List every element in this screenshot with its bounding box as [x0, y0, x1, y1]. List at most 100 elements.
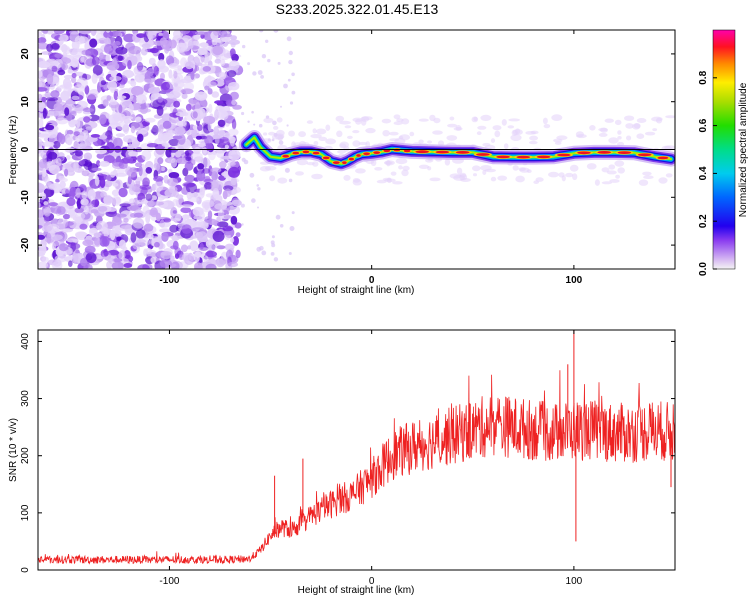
noise-blob: [142, 177, 150, 187]
noise-blob: [167, 130, 176, 136]
noise-blob: [42, 256, 49, 263]
noise-blob: [118, 187, 128, 198]
ridge-haze: [268, 131, 276, 136]
noise-blob: [64, 107, 70, 116]
noise-blob: [58, 34, 69, 42]
ridge-haze: [347, 135, 353, 139]
noise-blob: [103, 250, 109, 257]
noise-speckle: [251, 110, 254, 114]
y-tick-label: 0: [20, 567, 31, 573]
ridge-haze: [298, 131, 306, 138]
noise-blob: [227, 205, 240, 215]
noise-blob: [144, 75, 156, 84]
noise-blob: [123, 135, 136, 143]
noise-blob: [193, 215, 198, 220]
ridge-core: [302, 150, 310, 154]
noise-blob: [215, 258, 225, 268]
noise-blob: [90, 30, 97, 36]
noise-speckle: [291, 72, 295, 77]
ridge-haze: [473, 116, 478, 121]
ridge-haze: [510, 134, 522, 142]
ridge-haze: [476, 131, 482, 136]
noise-blob: [214, 203, 228, 210]
ridge-haze: [393, 114, 401, 120]
snr-x-label: Height of straight line (km): [298, 585, 415, 596]
noise-blob: [167, 93, 174, 99]
ridge-core: [342, 161, 347, 165]
noise-speckle: [280, 105, 282, 108]
noise-blob: [157, 157, 164, 165]
noise-blob: [74, 35, 85, 45]
noise-blob: [202, 46, 210, 51]
noise-blob: [68, 260, 73, 268]
ridge-haze: [636, 118, 647, 123]
noise-blob: [61, 228, 73, 233]
noise-blob: [172, 240, 179, 250]
ridge-haze: [386, 160, 391, 167]
noise-blob: [116, 236, 122, 242]
noise-blob: [194, 91, 208, 101]
noise-blob: [123, 263, 133, 268]
noise-blob: [228, 81, 240, 91]
ridge-haze: [409, 131, 415, 137]
noise-blob: [113, 90, 119, 101]
noise-blob: [78, 30, 92, 35]
ridge-haze: [565, 172, 574, 178]
noise-blob: [226, 70, 237, 78]
noise-speckle: [291, 90, 296, 95]
noise-blob: [48, 60, 61, 71]
ridge-haze: [614, 160, 625, 167]
noise-blob: [170, 39, 177, 49]
noise-blob: [190, 152, 203, 161]
noise-speckle: [286, 36, 292, 42]
noise-blob: [52, 76, 60, 87]
ridge-haze: [418, 118, 429, 122]
noise-blob: [222, 225, 234, 232]
ridge-haze: [601, 167, 610, 173]
ridge-haze: [352, 179, 362, 186]
noise-blob: [193, 252, 200, 263]
noise-blob: [68, 190, 76, 200]
colorbar-tick-label: 0.2: [698, 214, 709, 228]
noise-blob: [68, 119, 78, 125]
noise-blob: [223, 215, 232, 219]
ridge-haze: [277, 177, 288, 184]
noise-blob: [150, 195, 158, 201]
noise-blob: [180, 244, 188, 253]
ridge-haze: [449, 173, 462, 179]
ridge-core: [597, 151, 611, 154]
ridge-haze: [401, 169, 409, 177]
ridge-haze: [572, 173, 578, 181]
ridge-haze: [617, 136, 622, 140]
noise-blob: [159, 219, 166, 228]
noise-blob: [157, 96, 163, 103]
noise-blob: [133, 212, 144, 218]
ridge-core: [348, 157, 355, 161]
noise-speckle: [267, 58, 271, 63]
noise-blob: [185, 61, 194, 70]
ridge-core: [282, 154, 290, 158]
noise-blob: [100, 80, 107, 86]
colorbar-tick-label: 0.0: [698, 262, 709, 276]
ridge-core: [657, 156, 669, 160]
noise-blob: [82, 239, 94, 247]
noise-blob: [136, 61, 144, 71]
noise-blob: [168, 172, 180, 179]
noise-blob: [127, 80, 137, 85]
noise-blob: [135, 229, 146, 239]
noise-blob: [76, 198, 82, 210]
ridge-haze: [609, 179, 620, 183]
noise-blob: [99, 52, 104, 59]
noise-blob: [196, 170, 206, 182]
noise-blob: [196, 231, 208, 243]
ridge-haze: [295, 171, 304, 176]
noise-blob: [171, 218, 181, 222]
noise-speckle: [289, 226, 295, 231]
noise-blob: [212, 230, 225, 242]
noise-blob: [116, 121, 129, 131]
ridge-haze: [427, 166, 432, 171]
noise-blob: [217, 109, 228, 119]
ridge-core: [455, 151, 470, 154]
noise-blob: [38, 244, 47, 255]
noise-blob: [38, 93, 43, 101]
